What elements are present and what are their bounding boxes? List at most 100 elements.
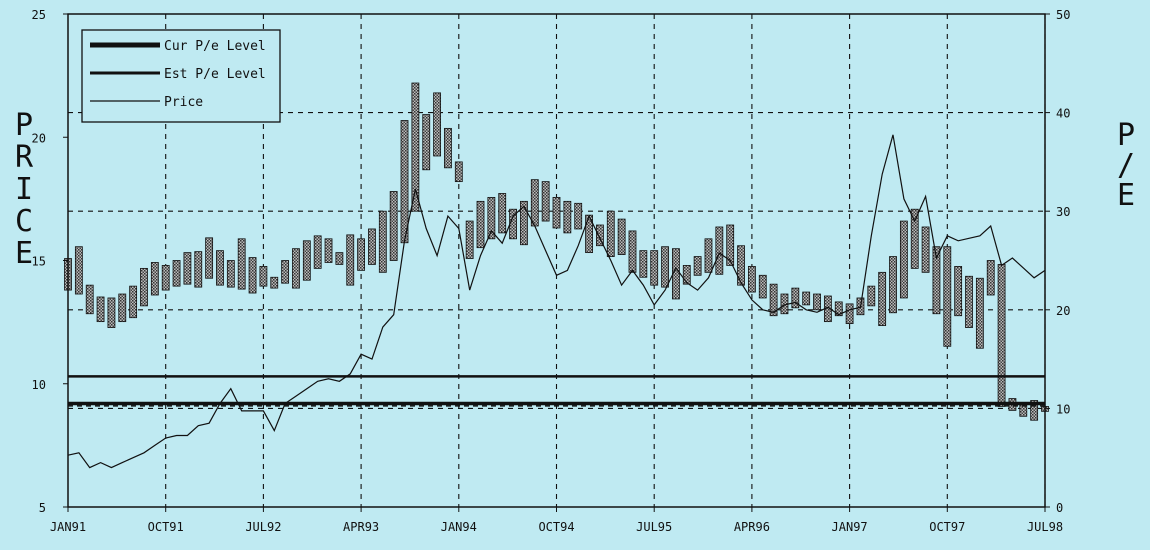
x-tick-label-6: JUL95 bbox=[636, 520, 672, 534]
pe-bar-69 bbox=[813, 293, 821, 311]
pe-bar-21 bbox=[292, 248, 300, 289]
pe-bar-16 bbox=[237, 238, 246, 290]
pe-bar-24 bbox=[324, 238, 333, 263]
pe-bar-86 bbox=[997, 264, 1006, 407]
pe-bar-10 bbox=[172, 260, 181, 287]
y-right-tick-label-1: 10 bbox=[1056, 402, 1070, 416]
y-left-tick-label-1: 10 bbox=[32, 378, 46, 392]
y-left-title-char-2: I bbox=[15, 172, 33, 207]
pe-bar-52 bbox=[628, 230, 637, 273]
pe-bar-49 bbox=[596, 224, 604, 247]
price-series bbox=[67, 134, 1046, 469]
legend-label-cur-pe: Cur P/e Level bbox=[164, 39, 266, 54]
pe-bar-31 bbox=[400, 120, 409, 244]
y-left-title-char-0: P bbox=[15, 108, 33, 143]
pe-bar-19 bbox=[270, 276, 279, 289]
x-tick-label-8: JAN97 bbox=[832, 520, 868, 534]
pe-bar-51 bbox=[617, 218, 626, 255]
pe-bar-62 bbox=[737, 245, 745, 286]
pe-bar-84 bbox=[975, 277, 984, 349]
x-tick-label-9: OCT97 bbox=[929, 520, 965, 534]
pe-bars bbox=[64, 82, 1049, 421]
y-left-tick-label-3: 20 bbox=[32, 131, 46, 145]
pe-bar-32 bbox=[411, 82, 420, 212]
pe-bar-46 bbox=[563, 200, 572, 234]
pe-bar-18 bbox=[259, 266, 268, 287]
pe-bar-35 bbox=[444, 127, 452, 169]
pe-bar-17 bbox=[248, 257, 257, 294]
y-left-title-char-1: R bbox=[15, 140, 34, 175]
y-right-tick-label-0: 0 bbox=[1056, 501, 1063, 515]
pe-bar-85 bbox=[986, 260, 995, 296]
pe-bar-67 bbox=[791, 287, 800, 309]
pe-bar-71 bbox=[834, 301, 843, 317]
pe-bar-47 bbox=[574, 202, 583, 230]
y-right-tick-label-3: 30 bbox=[1056, 205, 1070, 219]
pe-bar-5 bbox=[118, 293, 127, 323]
pe-bar-80 bbox=[932, 246, 941, 315]
pe-bar-13 bbox=[205, 237, 214, 279]
pe-bar-15 bbox=[226, 260, 235, 288]
y-right-title-char-0: P bbox=[1117, 118, 1135, 153]
y-left-tick-label-4: 25 bbox=[32, 8, 46, 22]
pe-bar-78 bbox=[910, 208, 919, 269]
y-left-title-char-3: C bbox=[15, 204, 33, 239]
pe-bar-39 bbox=[487, 196, 496, 240]
pe-bar-50 bbox=[606, 210, 615, 257]
pe-bar-38 bbox=[476, 200, 485, 249]
pe-bar-44 bbox=[541, 181, 550, 222]
pe-bar-75 bbox=[878, 271, 887, 326]
pe-bar-22 bbox=[302, 240, 311, 281]
reference-lines bbox=[68, 375, 1045, 407]
pe-bar-59 bbox=[704, 238, 713, 273]
pe-bar-43 bbox=[530, 179, 539, 227]
pe-bar-8 bbox=[150, 262, 159, 296]
pe-bar-63 bbox=[748, 266, 756, 293]
y-left-title-char-4: E bbox=[15, 236, 33, 271]
pe-bar-89 bbox=[1030, 400, 1039, 421]
price-line bbox=[67, 134, 1046, 469]
pe-bar-36 bbox=[454, 161, 463, 183]
pe-bar-55 bbox=[661, 246, 669, 288]
pe-bar-53 bbox=[639, 250, 648, 278]
pe-bar-60 bbox=[715, 226, 724, 275]
pe-bar-77 bbox=[899, 220, 908, 299]
pe-bar-27 bbox=[357, 238, 366, 271]
pe-bar-57 bbox=[682, 265, 691, 285]
pe-bar-23 bbox=[313, 235, 322, 269]
y-left-tick-label-0: 5 bbox=[39, 501, 46, 515]
pe-bar-64 bbox=[758, 274, 767, 299]
x-tick-label-0: JAN91 bbox=[50, 520, 86, 534]
pe-bar-82 bbox=[954, 266, 963, 317]
y-right-tick-label-4: 40 bbox=[1056, 107, 1070, 121]
x-tick-label-1: OCT91 bbox=[148, 520, 184, 534]
x-tick-label-3: APR93 bbox=[343, 520, 379, 534]
y-right-title-char-1: / bbox=[1117, 148, 1135, 183]
pe-bar-9 bbox=[161, 265, 170, 291]
pe-bar-79 bbox=[921, 226, 930, 273]
pe-bar-11 bbox=[183, 252, 192, 285]
pe-bar-4 bbox=[107, 297, 116, 328]
legend-label-est-pe: Est P/e Level bbox=[164, 67, 266, 82]
pe-bar-20 bbox=[281, 260, 290, 284]
pe-bar-45 bbox=[552, 196, 561, 229]
axis-ticks: JAN91 OCT91 JUL92 APR93 JAN94 OCT94 JUL95 APR96… bbox=[32, 8, 1071, 534]
legend-label-price: Price bbox=[164, 95, 203, 110]
pe-bar-14 bbox=[216, 250, 224, 286]
pe-bar-33 bbox=[422, 114, 431, 171]
y-right-title-char-2: E bbox=[1117, 178, 1135, 213]
y-right-tick-label-2: 20 bbox=[1056, 304, 1070, 318]
pe-bar-74 bbox=[867, 285, 876, 307]
pe-bar-54 bbox=[650, 250, 659, 286]
x-tick-label-2: JUL92 bbox=[245, 520, 281, 534]
y-right-tick-label-5: 50 bbox=[1056, 8, 1070, 22]
pe-bar-81 bbox=[943, 246, 952, 347]
x-tick-label-7: APR96 bbox=[734, 520, 770, 534]
pe-bar-34 bbox=[433, 92, 441, 157]
legend: Cur P/e Level Est P/e Level Price bbox=[81, 29, 281, 123]
pe-bar-26 bbox=[346, 234, 355, 286]
pe-bar-12 bbox=[194, 251, 203, 288]
pe-bar-29 bbox=[378, 210, 387, 273]
